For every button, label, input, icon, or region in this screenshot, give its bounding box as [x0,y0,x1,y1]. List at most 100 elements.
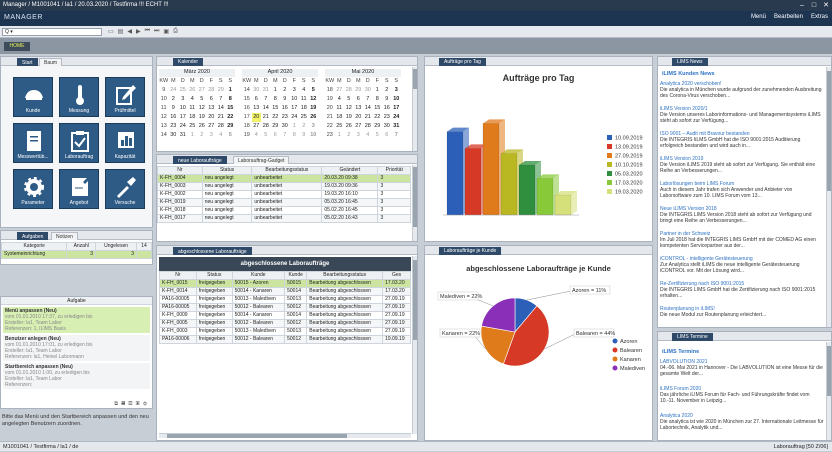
news-item[interactable]: Neue iLIMS Version 2018 Die INTEGRIS LIMS… [660,206,825,224]
tile-kunde[interactable]: Kunde [13,77,53,117]
edit-icon[interactable]: ▧ [128,401,134,407]
calendar-day[interactable]: 11 [336,105,343,111]
lims-news-tab[interactable]: LIMS News [672,58,708,66]
home-button[interactable]: HOME [4,42,30,51]
add-icon[interactable]: ▣ [135,401,141,407]
calendar-day[interactable]: 11 [300,96,307,102]
table-row[interactable]: K-FH_0002 neu angelegt unbearbeitet 19.03.2… [157,190,411,199]
column-header[interactable]: Ges [382,271,411,280]
calendar-day[interactable]: 25 [179,87,186,93]
calendar-day[interactable]: 2 [302,123,306,129]
forward-icon[interactable]: ▶ [135,29,141,35]
calendar-day[interactable]: 22 [227,114,234,120]
calendar-day[interactable]: 27 [355,123,362,129]
calendar-day[interactable]: 23 [281,114,288,120]
tile-parameter[interactable]: Parameter [13,169,53,209]
calendar-day[interactable]: 7 [366,96,370,102]
calendar-day[interactable]: 27 [336,87,343,93]
col-anzahl[interactable]: Anzahl [66,242,97,251]
calendar-day[interactable]: 29 [227,123,234,129]
news-item[interactable]: Re-Zertifizierung nach ISO 9001:2015 Die … [660,281,825,299]
calendar-day[interactable]: 20 [251,113,261,122]
tab-notizen[interactable]: Notizen [51,232,78,240]
print-icon[interactable]: ⎙ [173,28,178,34]
news-item[interactable]: Analytica 2020 Die analytica ist wie 2020… [660,413,825,431]
calendar-day[interactable]: 1 [228,87,232,93]
last-icon[interactable]: ⏭ [154,28,160,34]
news-item[interactable]: Routenplanung in iLIMS! Die neue Modul zu… [660,306,825,318]
calendar-day[interactable]: 2 [347,132,351,138]
tab-aufgaben[interactable]: Aufgaben [17,232,49,240]
calendar-day[interactable]: 1 [190,132,194,138]
table-row[interactable]: K-FH_0018 neu angelegt unbearbeitet 05.02.2… [157,206,411,215]
column-header[interactable]: Priorität [377,166,411,175]
todo-item[interactable]: Benutzer anlegen (Neu) vom 01.01.2010 17:… [3,335,150,361]
news-item[interactable]: LABVOLUTION 2021 04.-06. Mai 2021 in Hann… [660,359,825,377]
calendar-day[interactable]: 13 [253,105,260,111]
table-row[interactable]: PA16-00005 freigegeben 50012 - Balearen 500… [159,303,411,312]
back-icon[interactable]: ◀ [127,29,132,35]
column-header[interactable]: Status [195,271,233,280]
calendar-day[interactable]: 19 [198,114,205,120]
calendar-day[interactable]: 6 [254,96,258,102]
calendar-day[interactable]: 12 [310,96,317,102]
calendar-day[interactable]: 6 [273,132,277,138]
minimize-icon[interactable]: – [800,2,804,9]
calendar-day[interactable]: 25 [189,123,196,129]
news-item[interactable]: Analytica 2020 verschoben! Die analytica … [660,81,825,99]
tile-angebot[interactable]: Angebot [59,169,99,209]
table-row[interactable]: K-FH_0003 freigegeben 50013 - Malediven 500… [159,327,411,336]
close-icon[interactable]: ✕ [823,2,829,9]
new-orders-scrollbar[interactable] [412,165,417,241]
calendar-day[interactable]: 28 [217,123,224,129]
table-row[interactable]: Systemeinrichtung 3 3 [0,250,152,259]
news-headline[interactable]: iCONTROL - intelligente Gerätesteuerung [660,256,753,262]
calendar-day[interactable]: 15 [227,105,234,111]
column-header[interactable]: Kunde [284,271,308,280]
calendar-day[interactable]: 3 [356,132,360,138]
tab-abgeschlossene[interactable]: abgeschlossene Laboraufträge [173,247,252,255]
settings-icon[interactable]: ⚙ [142,401,148,407]
tab-baum[interactable]: Baum [39,58,63,66]
calendar-day[interactable]: 3 [209,132,213,138]
filter-icon[interactable]: ⧉ [114,401,119,407]
column-header[interactable]: Bearbeitungsstatus [251,166,323,175]
calendar-day[interactable]: 3 [394,87,398,93]
calendar-day[interactable]: 3 [311,123,315,129]
column-header[interactable]: Nr [157,166,203,175]
news-headline[interactable]: iLIMS Version 2020/1 [660,106,708,112]
calendar-day[interactable]: 4 [337,96,341,102]
calendar-day[interactable]: 23 [383,114,390,120]
calendar-day[interactable]: 30 [253,87,260,93]
news-item[interactable]: ISO 9001 – Audit mit Bravour bestanden Di… [660,131,825,149]
column-header[interactable]: Geändert [321,166,379,175]
news-item[interactable]: iLIMS Forum 2020 Das jährliche iLIMS Foru… [660,386,825,404]
table-row[interactable]: K-FH_0003 neu angelegt unbearbeitet 19.03.2… [157,182,411,191]
table-row[interactable]: K-FH_0019 neu angelegt unbearbeitet 05.03.2… [157,198,411,207]
calendar-day[interactable]: 29 [355,87,362,93]
calendar-day[interactable]: 5 [375,132,379,138]
calendar-day[interactable]: 25 [336,123,343,129]
table-row[interactable]: K-FH_0017 neu angelegt unbearbeitet 05.02.2… [157,214,411,223]
calendar-day[interactable]: 28 [364,123,371,129]
col-extra[interactable]: 14 [136,242,152,251]
table-row[interactable]: K-FH_0004 neu angelegt unbearbeitet 20.03.2… [157,174,411,183]
news-headline[interactable]: Analytica 2020 verschoben! [660,81,722,87]
calendar-day[interactable]: 19 [345,114,352,120]
calendar-day[interactable]: 4 [190,96,194,102]
menu-extras[interactable]: Extras [810,14,828,20]
calendar-day[interactable]: 5 [228,132,232,138]
calendar-day[interactable]: 30 [170,132,177,138]
calendar-day[interactable]: 5 [264,132,268,138]
calendar-day[interactable]: 1 [337,132,341,138]
calendar-day[interactable]: 4 [366,132,370,138]
termine-scrollbar[interactable] [826,342,831,440]
calendar-day[interactable]: 13 [355,105,362,111]
lims-termine-tab[interactable]: LIMS Termine [672,333,713,341]
news-headline[interactable]: Re-Zertifizierung nach ISO 9001:2015 [660,281,745,287]
calendar-day[interactable]: 26 [198,123,205,129]
search-input[interactable]: Q ▾ [2,28,102,36]
calendar-day[interactable]: 4 [254,132,258,138]
chart2-tab[interactable]: Laboraufträge je Kunde [439,247,502,255]
chart1-tab[interactable]: Aufträge pro Tag [439,58,486,66]
